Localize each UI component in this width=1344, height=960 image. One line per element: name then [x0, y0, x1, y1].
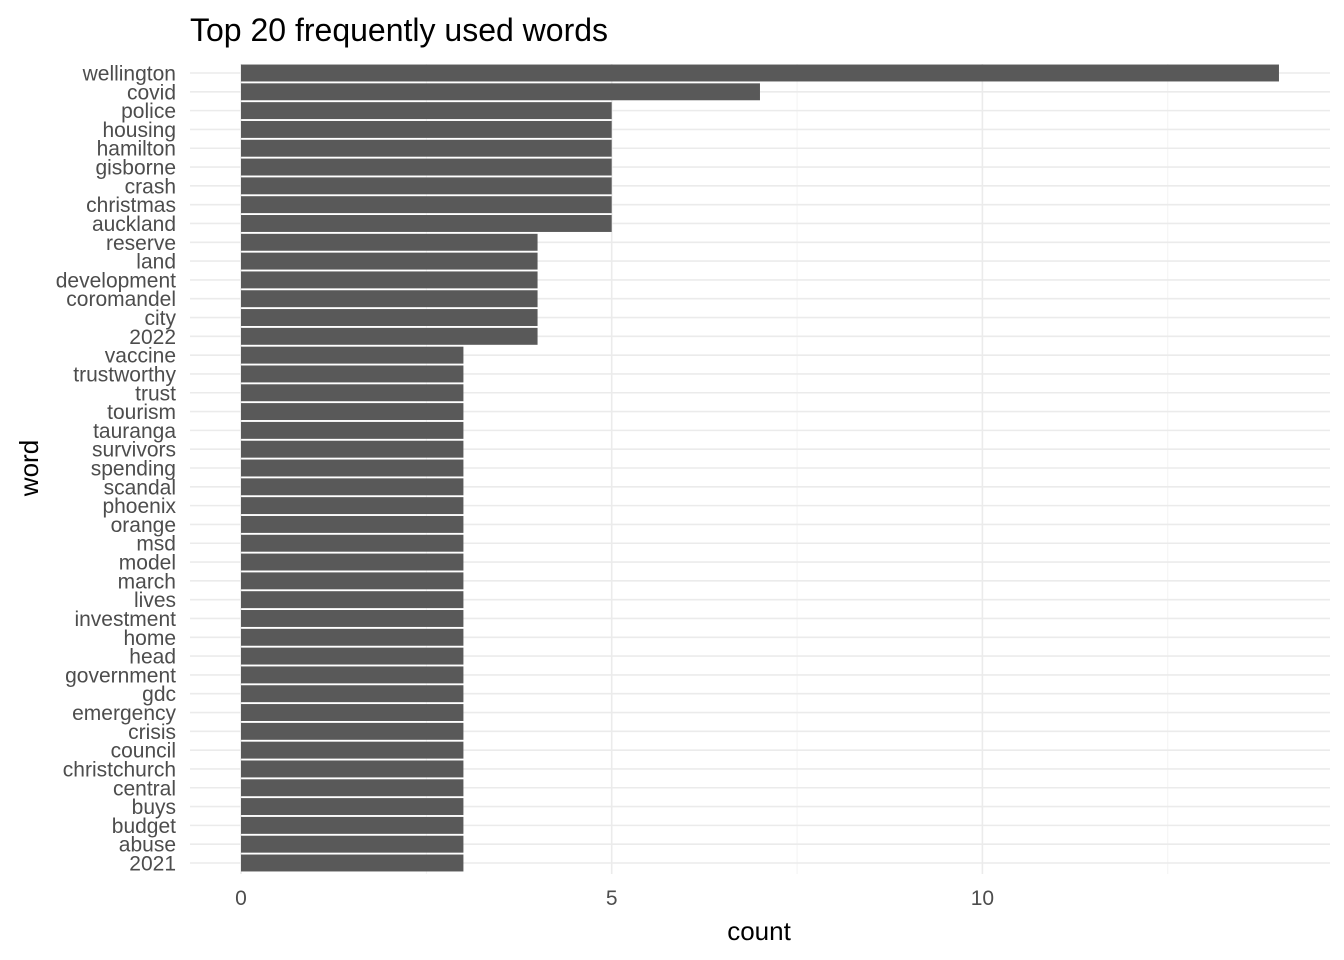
y-tick-label: government	[65, 664, 176, 687]
y-tick-label: trustworthy	[73, 363, 176, 386]
bar-reserve	[241, 233, 538, 251]
bar-investment	[241, 610, 464, 627]
chart-title: Top 20 frequently used words	[190, 12, 608, 48]
bar-orange	[241, 515, 464, 533]
bar-lives	[241, 591, 464, 609]
y-tick-label: 2022	[129, 326, 176, 349]
x-tick-label: 0	[235, 887, 247, 910]
y-tick-label: msd	[136, 533, 176, 556]
bar-trustworthy	[241, 365, 464, 383]
bar-coromandel	[241, 290, 538, 308]
bar-layer	[241, 64, 1279, 872]
x-axis-ticks: 0 5 10	[235, 887, 994, 910]
bar-central	[241, 779, 464, 797]
y-tick-label: christmas	[86, 194, 176, 217]
bar-2022	[241, 327, 538, 345]
x-tick-label: 5	[606, 887, 618, 910]
y-tick-label: reserve	[106, 232, 176, 255]
bar-gdc	[241, 685, 464, 703]
y-tick-label: investment	[74, 608, 176, 631]
bar-emergency	[241, 704, 464, 721]
y-tick-label: scandal	[104, 476, 176, 499]
y-tick-label: gdc	[142, 683, 176, 706]
y-tick-label: march	[118, 570, 176, 593]
y-tick-label: police	[121, 100, 176, 123]
y-tick-label: budget	[112, 815, 176, 838]
y-tick-label: housing	[102, 119, 176, 142]
y-tick-label: buys	[132, 796, 176, 819]
y-tick-label: model	[119, 552, 176, 575]
bar-abuse	[241, 835, 464, 853]
y-tick-label: lives	[134, 589, 176, 612]
bar-city	[241, 309, 538, 326]
bar-council	[241, 741, 464, 759]
y-tick-label: trust	[135, 382, 176, 405]
bar-land	[241, 252, 538, 270]
y-tick-label: christchurch	[63, 758, 176, 781]
bar-hamilton	[241, 139, 612, 157]
bar-government	[241, 666, 464, 684]
y-tick-label: tauranga	[93, 420, 176, 443]
y-tick-label: emergency	[72, 702, 176, 725]
bar-vaccine	[241, 346, 464, 364]
y-tick-label: council	[111, 740, 176, 763]
bar-trust	[241, 384, 464, 402]
bar-development	[241, 271, 538, 289]
y-tick-label: covid	[127, 81, 176, 104]
bar-phoenix	[241, 497, 464, 515]
y-tick-label: hamilton	[97, 138, 176, 161]
x-tick-label: 10	[971, 887, 994, 910]
y-tick-label: development	[56, 269, 176, 292]
bar-budget	[241, 816, 464, 834]
bar-home	[241, 628, 464, 646]
y-tick-label: crash	[125, 175, 176, 198]
bar-head	[241, 647, 464, 665]
bar-survivors	[241, 440, 464, 458]
bar-model	[241, 553, 464, 571]
y-tick-label: spending	[91, 458, 176, 481]
y-tick-label: crisis	[128, 721, 176, 744]
y-axis-title: word	[14, 440, 44, 497]
y-tick-label: 2021	[129, 853, 176, 876]
y-tick-label: orange	[111, 514, 176, 537]
bar-police	[241, 102, 612, 120]
bar-scandal	[241, 478, 464, 496]
bar-gisborne	[241, 158, 612, 176]
bar-auckland	[241, 215, 612, 232]
y-tick-label: coromandel	[66, 288, 176, 311]
bar-christchurch	[241, 760, 464, 778]
y-axis-ticks: wellingtoncovidpolicehousinghamiltongisb…	[56, 63, 177, 876]
x-axis-title: count	[727, 916, 791, 946]
bar-crisis	[241, 722, 464, 740]
y-tick-label: tourism	[107, 401, 176, 424]
bar-spending	[241, 459, 464, 477]
y-tick-label: survivors	[92, 439, 176, 462]
bar-christmas	[241, 196, 612, 214]
bar-covid	[241, 83, 760, 101]
bar-tauranga	[241, 421, 464, 439]
bar-2021	[241, 854, 464, 872]
y-tick-label: head	[129, 646, 176, 669]
y-tick-label: home	[123, 627, 176, 650]
bar-crash	[241, 177, 612, 195]
bar-wellington	[241, 64, 1279, 82]
bar-tourism	[241, 403, 464, 421]
bar-housing	[241, 120, 612, 138]
y-tick-label: city	[145, 307, 177, 330]
y-tick-label: auckland	[92, 213, 176, 236]
y-tick-label: vaccine	[105, 345, 176, 368]
y-tick-label: abuse	[119, 834, 176, 857]
y-tick-label: gisborne	[95, 157, 176, 180]
y-tick-label: wellington	[82, 63, 176, 86]
bar-march	[241, 572, 464, 590]
y-tick-label: land	[136, 251, 176, 274]
bar-buys	[241, 798, 464, 816]
y-tick-label: central	[113, 777, 176, 800]
y-tick-label: phoenix	[102, 495, 176, 518]
bar-msd	[241, 534, 464, 552]
